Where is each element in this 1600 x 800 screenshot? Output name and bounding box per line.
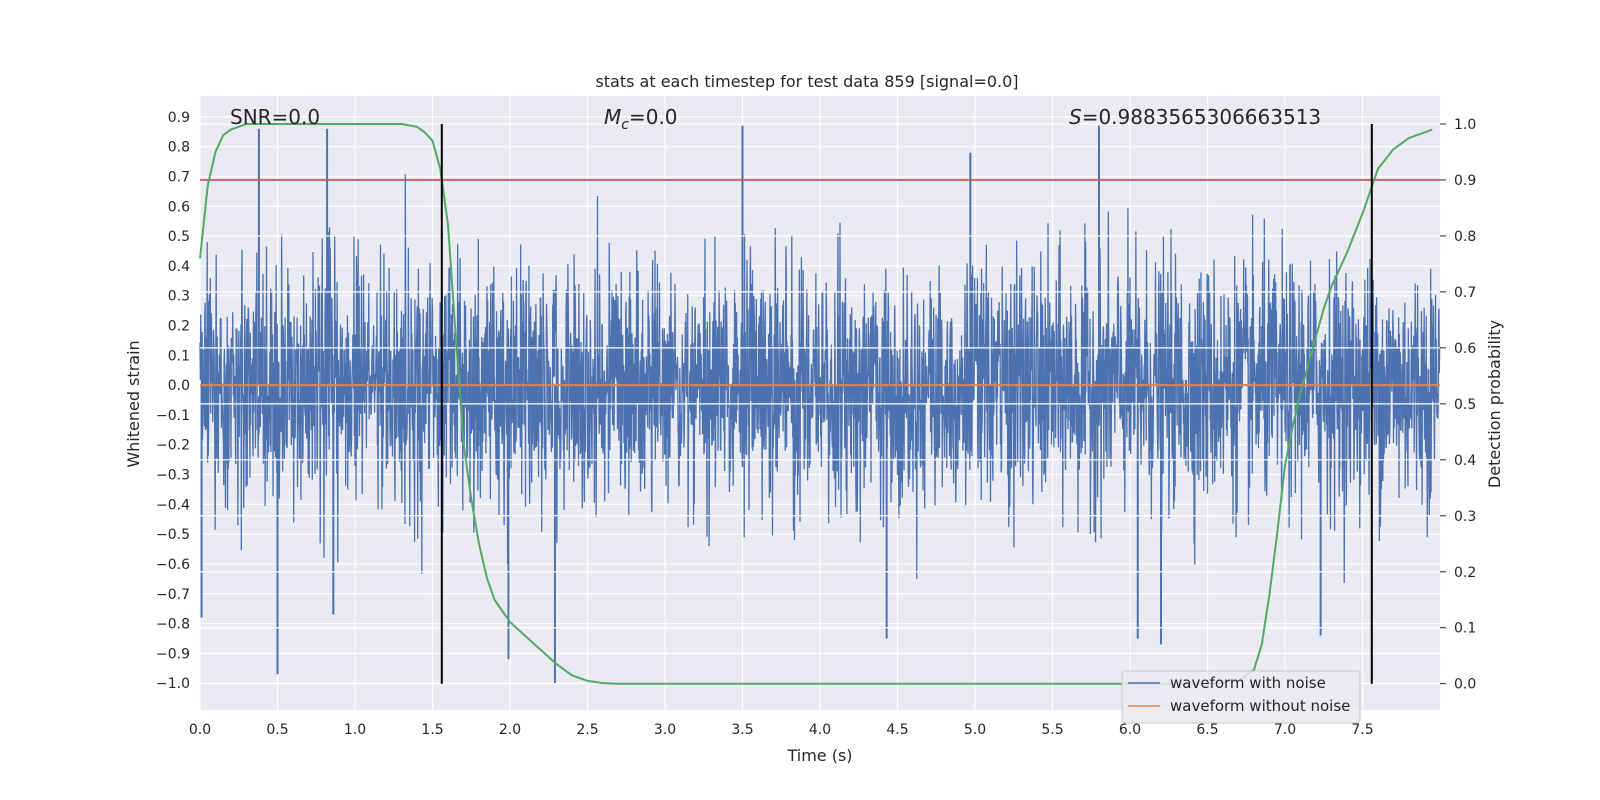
series-line-waveform-with-noise (199, 174, 1441, 583)
y2-tick-label: 0.7 (1454, 285, 1476, 301)
score-symbol: S (1069, 105, 1082, 129)
legend-box (1121, 670, 1361, 724)
y2-tick-label: 1.0 (1454, 117, 1476, 133)
chirp-mass-annotation: Mc=0.0 (604, 105, 678, 133)
y2-tick-label: 0.9 (1454, 173, 1476, 189)
y2-axis-label: Detection probability (1485, 320, 1504, 488)
y-tick-label: 0.1 (168, 348, 190, 364)
x-tick-label: 6.0 (1119, 722, 1141, 738)
y-tick-label: 0.6 (168, 199, 190, 215)
y-tick-label: 0.8 (168, 140, 190, 156)
chirp-mass-value: =0.0 (629, 105, 678, 129)
x-tick-label: 2.5 (576, 722, 598, 738)
y-tick-label: −0.2 (156, 438, 190, 454)
y2-tick-label: 0.1 (1454, 621, 1476, 637)
y-tick-label: 0.0 (168, 378, 190, 394)
series-line-detection-probability (199, 122, 1433, 685)
chirp-mass-symbol: M (604, 105, 621, 129)
y-tick-label: 0.5 (168, 229, 190, 245)
legend-label-waveform-without-noise: waveform without noise (1170, 697, 1350, 715)
y-tick-label: −0.6 (156, 557, 190, 573)
y-tick-label: 0.4 (168, 259, 190, 275)
y2-tick-label: 0.2 (1454, 565, 1476, 581)
y-tick-label: 0.7 (168, 169, 190, 185)
y2-tick-label: 0.3 (1454, 509, 1476, 525)
y2-tick-label: 0.6 (1454, 341, 1476, 357)
x-tick-label: 0.0 (189, 722, 211, 738)
ticks: 0.0 0.5 1.0 1.5 2.0 2.5 3.0 3.5 4.0 4.5 5.0 5.5 6.0 6… (156, 110, 1476, 738)
x-tick-label: 7.5 (1351, 722, 1373, 738)
y2-tick-label: 0.8 (1454, 229, 1476, 245)
x-tick-label: 1.0 (344, 722, 366, 738)
y-tick-label: −0.1 (156, 408, 190, 424)
x-tick-label: 4.0 (809, 722, 831, 738)
y-axis-label: Whitened strain (124, 340, 143, 467)
y-tick-label: 0.3 (168, 289, 190, 305)
y-tick-label: −0.8 (156, 617, 190, 633)
annotations: SNR=0.0 Mc=0.0 S=0.9883565306663513 (230, 105, 1321, 133)
y-tick-label: −0.3 (156, 468, 190, 484)
chart-title: stats at each timestep for test data 859… (595, 72, 1018, 91)
y2-tick-label: 0.4 (1454, 453, 1476, 469)
x-tick-label: 7.0 (1274, 722, 1296, 738)
y-tick-label: −0.4 (156, 497, 190, 513)
x-tick-label: 0.5 (266, 722, 288, 738)
legend-label-waveform-with-noise: waveform with noise (1170, 674, 1326, 692)
x-tick-label: 5.5 (1041, 722, 1063, 738)
chirp-mass-subscript: c (621, 117, 629, 133)
y2-tick-label: 0.5 (1454, 397, 1476, 413)
y-tick-label: 0.2 (168, 319, 190, 335)
y-tick-label: 0.9 (168, 110, 190, 126)
x-tick-label: 3.0 (654, 722, 676, 738)
snr-annotation: SNR=0.0 (230, 105, 320, 129)
score-value: =0.9883565306663513 (1082, 105, 1321, 129)
y-tick-label: −0.7 (156, 587, 190, 603)
x-tick-label: 4.5 (886, 722, 908, 738)
y2-tick-label: 0.0 (1454, 677, 1476, 693)
x-tick-label: 3.5 (731, 722, 753, 738)
x-tick-label: 1.5 (421, 722, 443, 738)
y-tick-label: −0.9 (156, 646, 190, 662)
x-axis-label: Time (s) (786, 746, 852, 765)
x-tick-label: 2.0 (499, 722, 521, 738)
x-tick-label: 6.5 (1196, 722, 1218, 738)
x-tick-label: 5.0 (964, 722, 986, 738)
score-annotation: S=0.9883565306663513 (1069, 105, 1321, 129)
legend: waveform with noise waveform without noi… (1121, 670, 1361, 724)
series-waveform-with-noise (199, 125, 1441, 684)
y-tick-label: −1.0 (156, 676, 190, 692)
y-tick-label: −0.5 (156, 527, 190, 543)
